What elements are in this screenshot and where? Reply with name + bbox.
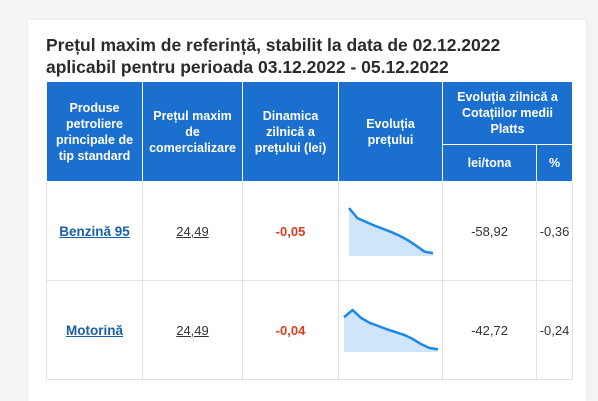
- price-table: Produse petroliere principale de tip sta…: [46, 81, 574, 380]
- price-evolution-sparkline: [342, 308, 438, 352]
- header-max-price: Prețul maxim de comercializare: [142, 81, 243, 182]
- title-line-1: Prețul maxim de referință, stabilit la d…: [46, 35, 501, 55]
- sparkline-line: [342, 308, 438, 351]
- max-price-cell: 24,49: [142, 280, 243, 380]
- evolution-cell: [338, 280, 443, 380]
- max-price-value[interactable]: 24,49: [176, 322, 209, 338]
- platts-lei-tona-cell: -58,92: [442, 181, 537, 281]
- header-evolution: Evoluția prețului: [338, 81, 443, 182]
- page-title: Prețul maxim de referință, stabilit la d…: [46, 34, 500, 78]
- sparkline-line: [347, 207, 433, 255]
- price-card: Prețul maxim de referință, stabilit la d…: [28, 20, 586, 401]
- table-row: Motorină 24,49 -0,04 -42,72 -0,24: [46, 280, 574, 380]
- table-row: Benzină 95 24,49 -0,05 -58,92 -0,36: [46, 181, 574, 281]
- daily-change-value: -0,05: [275, 223, 306, 239]
- header-platts: Evoluția zilnică a Cotațiilor medii Plat…: [441, 81, 574, 145]
- product-cell: Motorină: [46, 280, 143, 380]
- max-price-value[interactable]: 24,49: [176, 223, 209, 239]
- product-link-motorina[interactable]: Motorină: [66, 322, 123, 338]
- platts-percent-cell: -0,36: [535, 181, 574, 281]
- platts-percent-cell: -0,24: [535, 280, 574, 380]
- header-product: Produse petroliere principale de tip sta…: [46, 81, 143, 182]
- platts-lei-tona-cell: -42,72: [442, 280, 537, 380]
- daily-change-value: -0,04: [275, 322, 306, 338]
- max-price-cell: 24,49: [142, 181, 243, 281]
- daily-change-cell: -0,04: [242, 280, 339, 380]
- price-evolution-sparkline: [347, 207, 433, 256]
- header-lei-tona: lei/tona: [442, 144, 537, 182]
- product-cell: Benzină 95: [46, 181, 143, 281]
- daily-change-cell: -0,05: [242, 181, 339, 281]
- header-percent: %: [535, 144, 574, 182]
- product-link-benzina-95[interactable]: Benzină 95: [59, 223, 130, 239]
- evolution-cell: [338, 181, 443, 281]
- title-line-2: aplicabil pentru perioada 03.12.2022 - 0…: [46, 57, 449, 77]
- header-daily-change: Dinamica zilnică a prețului (lei): [242, 81, 339, 182]
